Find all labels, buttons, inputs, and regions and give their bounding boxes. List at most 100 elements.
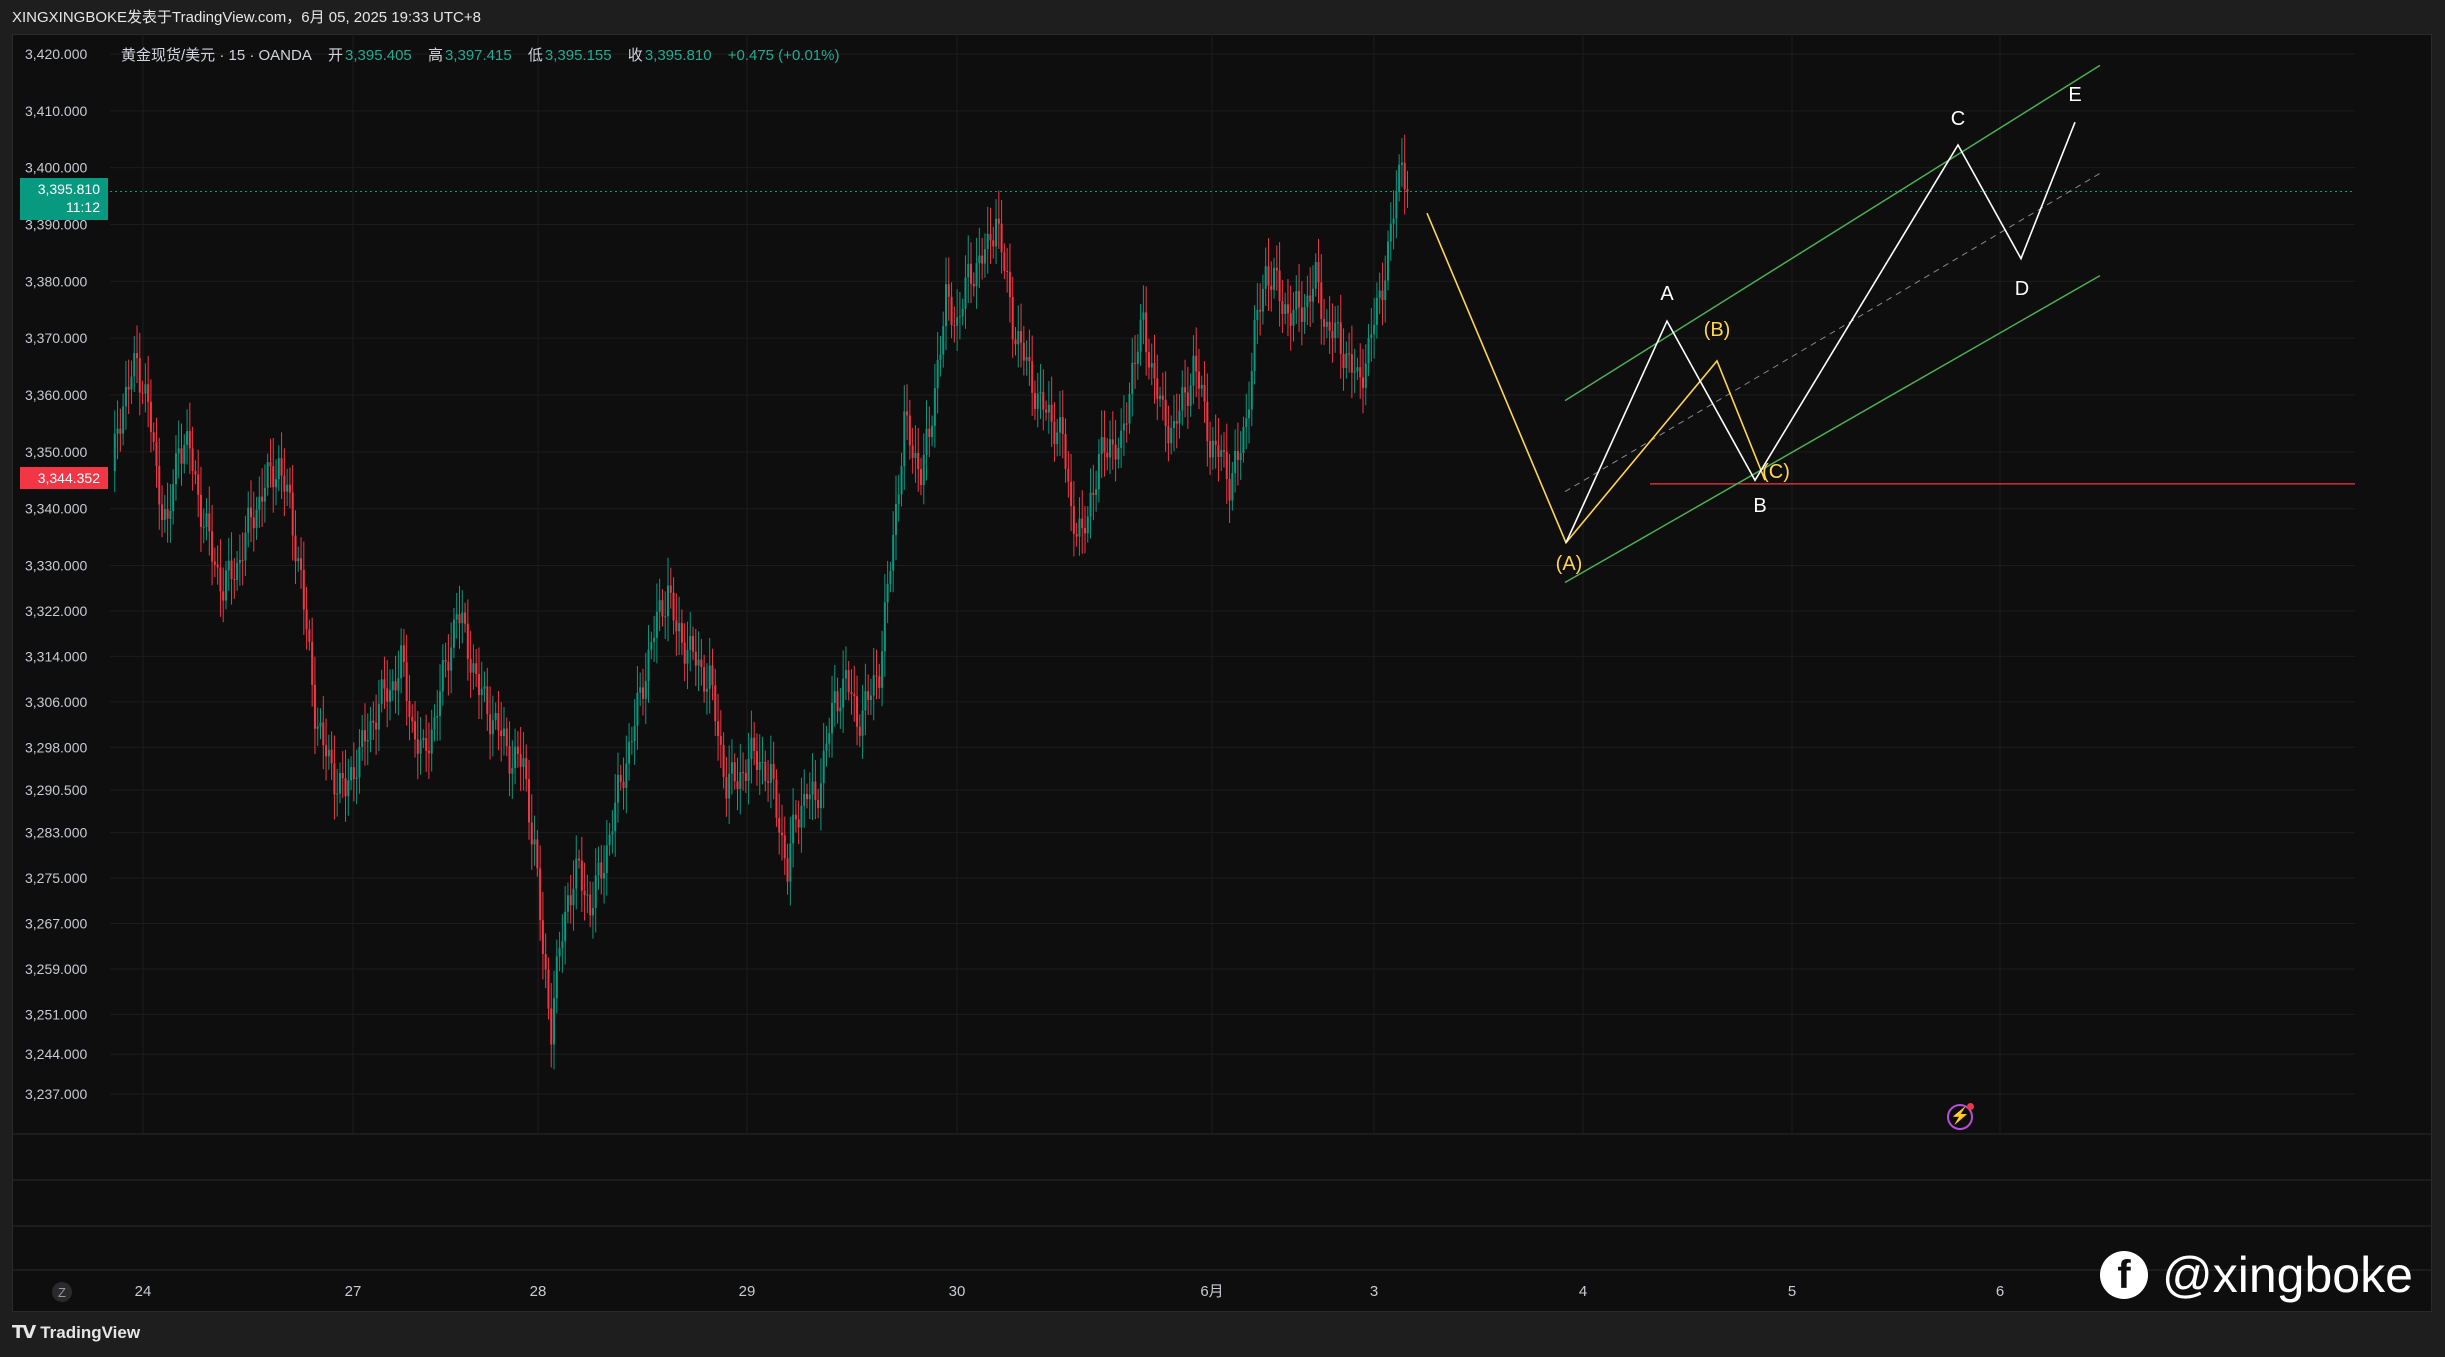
candle-body (1022, 342, 1025, 361)
candle-body (330, 749, 333, 764)
candle-body (286, 484, 289, 492)
candle-body (1309, 295, 1312, 302)
candle-body (1142, 312, 1145, 320)
candle-body (136, 353, 139, 359)
candle-body (658, 600, 661, 612)
candle-body (950, 296, 953, 326)
candle-body (947, 284, 950, 297)
candle-body (605, 845, 608, 874)
watermark-text: @xingboke (2162, 1247, 2413, 1303)
candle-body (575, 858, 578, 889)
candle-body (514, 746, 517, 769)
y-tick-label: 3,350.000 (25, 444, 87, 460)
candle-body (889, 570, 892, 585)
level-price-tag: 3,344.352 (20, 467, 108, 489)
candle-body (1281, 301, 1284, 314)
candle-body (219, 567, 222, 592)
candle-body (541, 920, 544, 955)
candle-body (886, 584, 889, 603)
candle-body (778, 817, 781, 833)
candle-body (483, 686, 486, 689)
candle-body (636, 692, 639, 726)
candle-body (997, 218, 1000, 224)
candle-body (222, 591, 225, 601)
candle-body (678, 623, 681, 632)
candle-body (630, 740, 633, 742)
candle-body (972, 283, 975, 287)
candle-body (1211, 440, 1214, 458)
wave-label: C (1951, 108, 1965, 130)
candle-body (1020, 331, 1023, 343)
candle-body (397, 678, 400, 691)
y-tick-label: 3,251.000 (25, 1006, 87, 1022)
scale-button-label: Z (58, 1285, 66, 1300)
tradingview-brand[interactable]: 𝗧𝗩 TradingView (12, 1322, 140, 1343)
candle-body (361, 730, 364, 748)
candle-body (619, 774, 622, 782)
candle-body (1295, 291, 1298, 310)
candle-body (502, 728, 505, 737)
candle-body (177, 448, 180, 454)
candle-body (1348, 353, 1351, 355)
candle-body (1331, 330, 1334, 339)
chart-panel[interactable] (12, 34, 2432, 1312)
candle-body (856, 696, 859, 727)
candle-body (1067, 468, 1070, 482)
candle-body (1373, 324, 1376, 335)
candle-body (1289, 313, 1292, 326)
candle-body (708, 665, 711, 689)
candle-body (174, 453, 177, 485)
candle-body (1403, 162, 1406, 190)
candle-body (683, 642, 686, 664)
candle-body (333, 763, 336, 795)
candle-body (255, 509, 258, 529)
candle-body (266, 462, 269, 488)
candle-body (1039, 392, 1042, 394)
lightning-icon[interactable]: ⚡ (1947, 1103, 1974, 1130)
candle-body (539, 868, 542, 921)
candle-body (814, 781, 817, 800)
candle-body (208, 513, 211, 532)
candle-body (1317, 262, 1320, 283)
candle-body (258, 496, 261, 510)
candle-body (216, 564, 219, 568)
y-tick-label: 3,237.000 (25, 1086, 87, 1102)
candle-body (842, 678, 845, 708)
candle-body (705, 688, 708, 692)
candle-body (1075, 533, 1078, 537)
candle-body (589, 894, 592, 916)
candle-body (694, 651, 697, 666)
candle-body (1050, 404, 1053, 422)
candle-body (119, 428, 122, 434)
candle-body (1008, 271, 1011, 298)
candle-body (1234, 450, 1237, 474)
candle-body (633, 725, 636, 741)
candle-body (1114, 444, 1117, 460)
candle-body (1356, 367, 1359, 372)
ohlc-legend: 黄金现货/美元 · 15 · OANDA 开 3,395.405 高 3,397.4… (121, 44, 851, 65)
candle-body (288, 484, 291, 493)
candle-body (1070, 481, 1073, 507)
candle-body (992, 240, 995, 247)
candle-body (995, 218, 998, 247)
candle-body (686, 649, 689, 664)
candle-body (528, 779, 530, 823)
candle-body (883, 602, 886, 652)
open-value: 3,395.405 (345, 47, 412, 64)
candle-body (750, 737, 753, 759)
candle-body (1323, 319, 1326, 327)
candle-body (350, 767, 353, 781)
candle-body (477, 673, 480, 696)
candle-body (761, 761, 764, 763)
candle-body (1220, 450, 1223, 458)
candle-body (147, 384, 150, 402)
candle-body (405, 662, 408, 701)
candle-body (500, 730, 503, 737)
candle-body (897, 494, 900, 504)
candle-body (675, 620, 678, 632)
candle-body (1320, 282, 1323, 320)
y-tick-label: 3,420.000 (25, 46, 87, 62)
candle-body (1256, 309, 1259, 320)
candle-body (319, 722, 322, 727)
